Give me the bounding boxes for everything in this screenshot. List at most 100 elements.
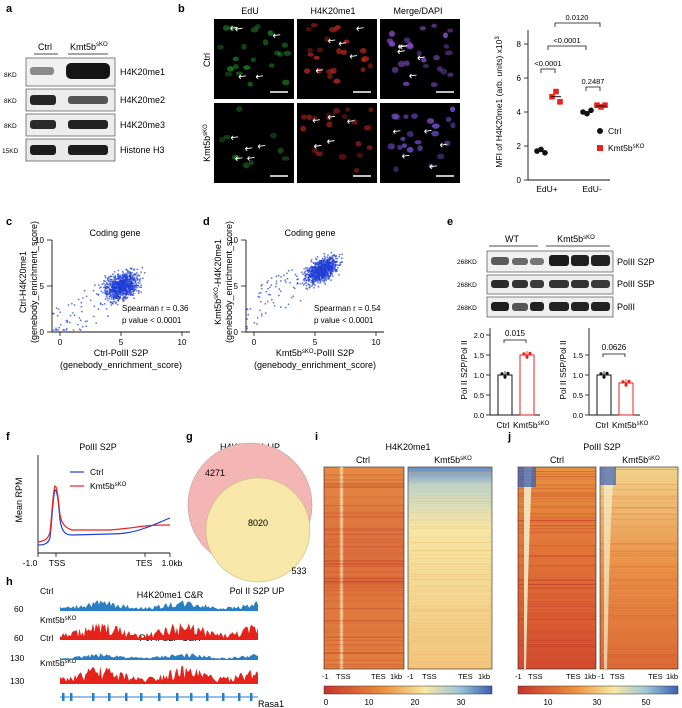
- heatmap-row: [600, 553, 678, 555]
- legend-ko: Kmt5b: [608, 143, 633, 153]
- xtick: 1.0kb: [162, 558, 183, 568]
- nuclei-layer: [217, 22, 456, 174]
- scatter-point: [320, 260, 323, 262]
- nucleus: [449, 106, 456, 113]
- heatmap-row: [408, 639, 492, 641]
- scatter-point: [92, 315, 95, 318]
- scatter-point: [318, 274, 321, 277]
- scatter-point: [110, 291, 113, 294]
- arrowhead-marker: [315, 68, 324, 74]
- nucleus: [401, 143, 407, 148]
- ytick: 1.5: [573, 351, 583, 360]
- scatter-point: [291, 269, 294, 271]
- scatter-point: [303, 279, 306, 282]
- scatter-point: [319, 282, 321, 284]
- scatter-point: [133, 273, 136, 275]
- heatmap-row: [408, 631, 492, 633]
- scatter-point: [319, 265, 321, 268]
- group-ko: Kmt5b: [557, 234, 583, 244]
- scatter-point: [106, 283, 108, 285]
- scatter-point: [260, 285, 263, 287]
- sup: sKO: [302, 349, 314, 355]
- col-title-edu: EdU: [241, 6, 259, 16]
- blot-band: [68, 145, 108, 155]
- bar-xlabel: Ctrl: [595, 420, 608, 430]
- heatmap-axis: TES: [566, 672, 581, 681]
- heatmap-row: [408, 609, 492, 611]
- heatmap-row: [408, 558, 492, 560]
- arrowhead-marker: [397, 44, 406, 50]
- nucleus: [313, 55, 320, 60]
- point-ko: [594, 102, 600, 108]
- scatter-point: [278, 294, 280, 297]
- heatmap-axis: TSS: [610, 672, 625, 681]
- scatter-point: [328, 260, 331, 263]
- scatter-point: [136, 277, 139, 279]
- scatter-point: [314, 276, 317, 279]
- scatter-point: [128, 270, 131, 273]
- svg-text:Kmt5bsKO: Kmt5bsKO: [90, 481, 127, 491]
- heatmap-row: [518, 583, 596, 585]
- scatter-point: [304, 282, 306, 285]
- svg-text:Kmt5bsKO: Kmt5bsKO: [202, 124, 212, 162]
- row-label-ctrl: Ctrl: [202, 53, 212, 67]
- scatter-point: [303, 271, 306, 274]
- nucleus: [315, 151, 323, 157]
- scatter-point: [309, 284, 311, 287]
- scatter-point: [322, 259, 325, 262]
- heatmap-row: [600, 578, 678, 579]
- heatmap-row: [518, 531, 596, 533]
- heatmap-row: [408, 573, 492, 575]
- scatter-point: [135, 272, 138, 274]
- nucleus: [217, 44, 224, 50]
- blot-band: [512, 303, 528, 311]
- scatter-point: [69, 314, 72, 317]
- heatmap-row: [518, 517, 596, 519]
- heatmap-row: [518, 646, 596, 648]
- arrowhead-marker: [255, 74, 264, 80]
- nucleus: [233, 63, 239, 70]
- scatter-point: [287, 303, 290, 306]
- venn-bottom-label: Pol II S2P UP: [230, 586, 285, 596]
- scatter-point: [103, 282, 105, 285]
- stat-pvalue: p value < 0.0001: [122, 316, 182, 325]
- scatter-point: [115, 292, 118, 295]
- scatter-c-title: Coding gene: [89, 228, 140, 238]
- heatmap-row: [518, 639, 596, 641]
- heatmap-row: [600, 610, 678, 612]
- heatmap-rows: [324, 472, 492, 667]
- heatmap-row: [600, 648, 678, 650]
- heatmap-row: [408, 622, 492, 624]
- scatter-point: [305, 279, 308, 282]
- bar-point: [605, 371, 609, 375]
- sup: sKO: [65, 659, 77, 665]
- scatter-point: [325, 279, 327, 282]
- scatter-point: [258, 292, 261, 295]
- scatter-point: [114, 288, 117, 290]
- nucleus: [283, 50, 292, 56]
- scatter-point: [110, 296, 113, 299]
- scatter-point: [85, 295, 88, 298]
- scatter-c-ylabel2: (genebody_enrichment_score): [29, 221, 39, 343]
- scatter-point: [137, 274, 140, 276]
- heatmap-row: [408, 636, 492, 637]
- scatter-point: [322, 277, 324, 280]
- scatter-point: [282, 274, 285, 277]
- nucleus: [406, 130, 414, 138]
- scatter-point: [260, 291, 262, 294]
- ytick: 8: [517, 40, 522, 49]
- sup: sKO: [538, 421, 550, 427]
- scatter-point: [127, 287, 129, 290]
- micro-edu-ko: [214, 103, 294, 183]
- band-label: H4K20me2: [120, 95, 165, 105]
- bar-point: [602, 375, 606, 379]
- scatter-point: [134, 280, 137, 282]
- arrowhead-marker: [247, 156, 255, 161]
- heatmap-rows: [518, 469, 678, 666]
- scatter-point: [135, 289, 138, 292]
- nucleus: [367, 63, 374, 69]
- scatter-point: [125, 274, 128, 276]
- scatter-point: [275, 285, 277, 288]
- scatter-point: [326, 258, 329, 261]
- scatter-point: [68, 321, 71, 324]
